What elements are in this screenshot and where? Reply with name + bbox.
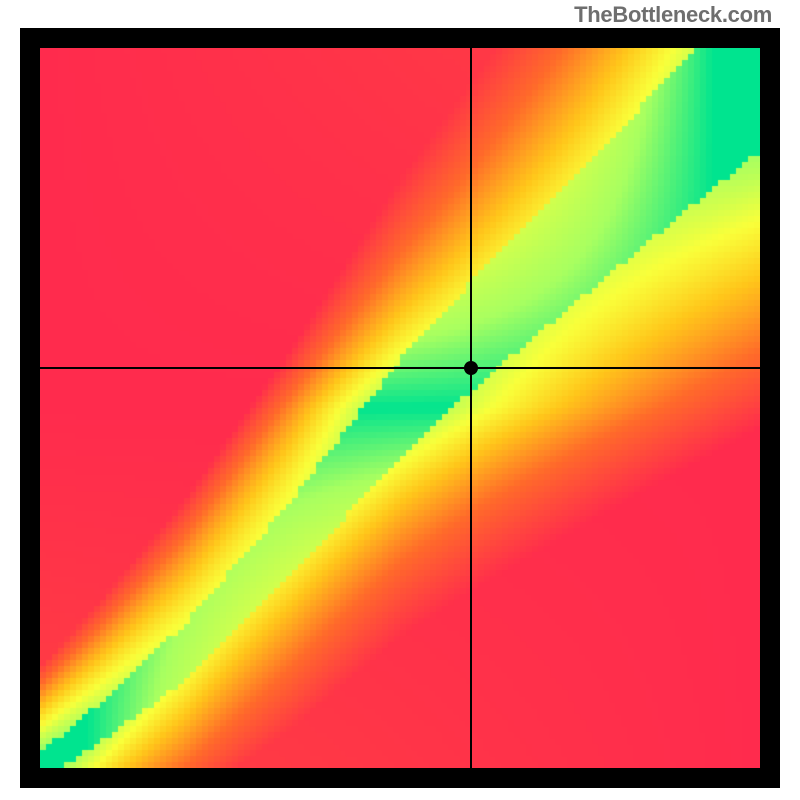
- bottleneck-heatmap: [40, 48, 760, 768]
- crosshair-marker: [464, 361, 478, 375]
- root-container: { "watermark": { "text": "TheBottleneck.…: [0, 0, 800, 800]
- crosshair-vertical: [470, 48, 472, 768]
- crosshair-horizontal: [40, 367, 760, 369]
- watermark-text: TheBottleneck.com: [574, 2, 772, 28]
